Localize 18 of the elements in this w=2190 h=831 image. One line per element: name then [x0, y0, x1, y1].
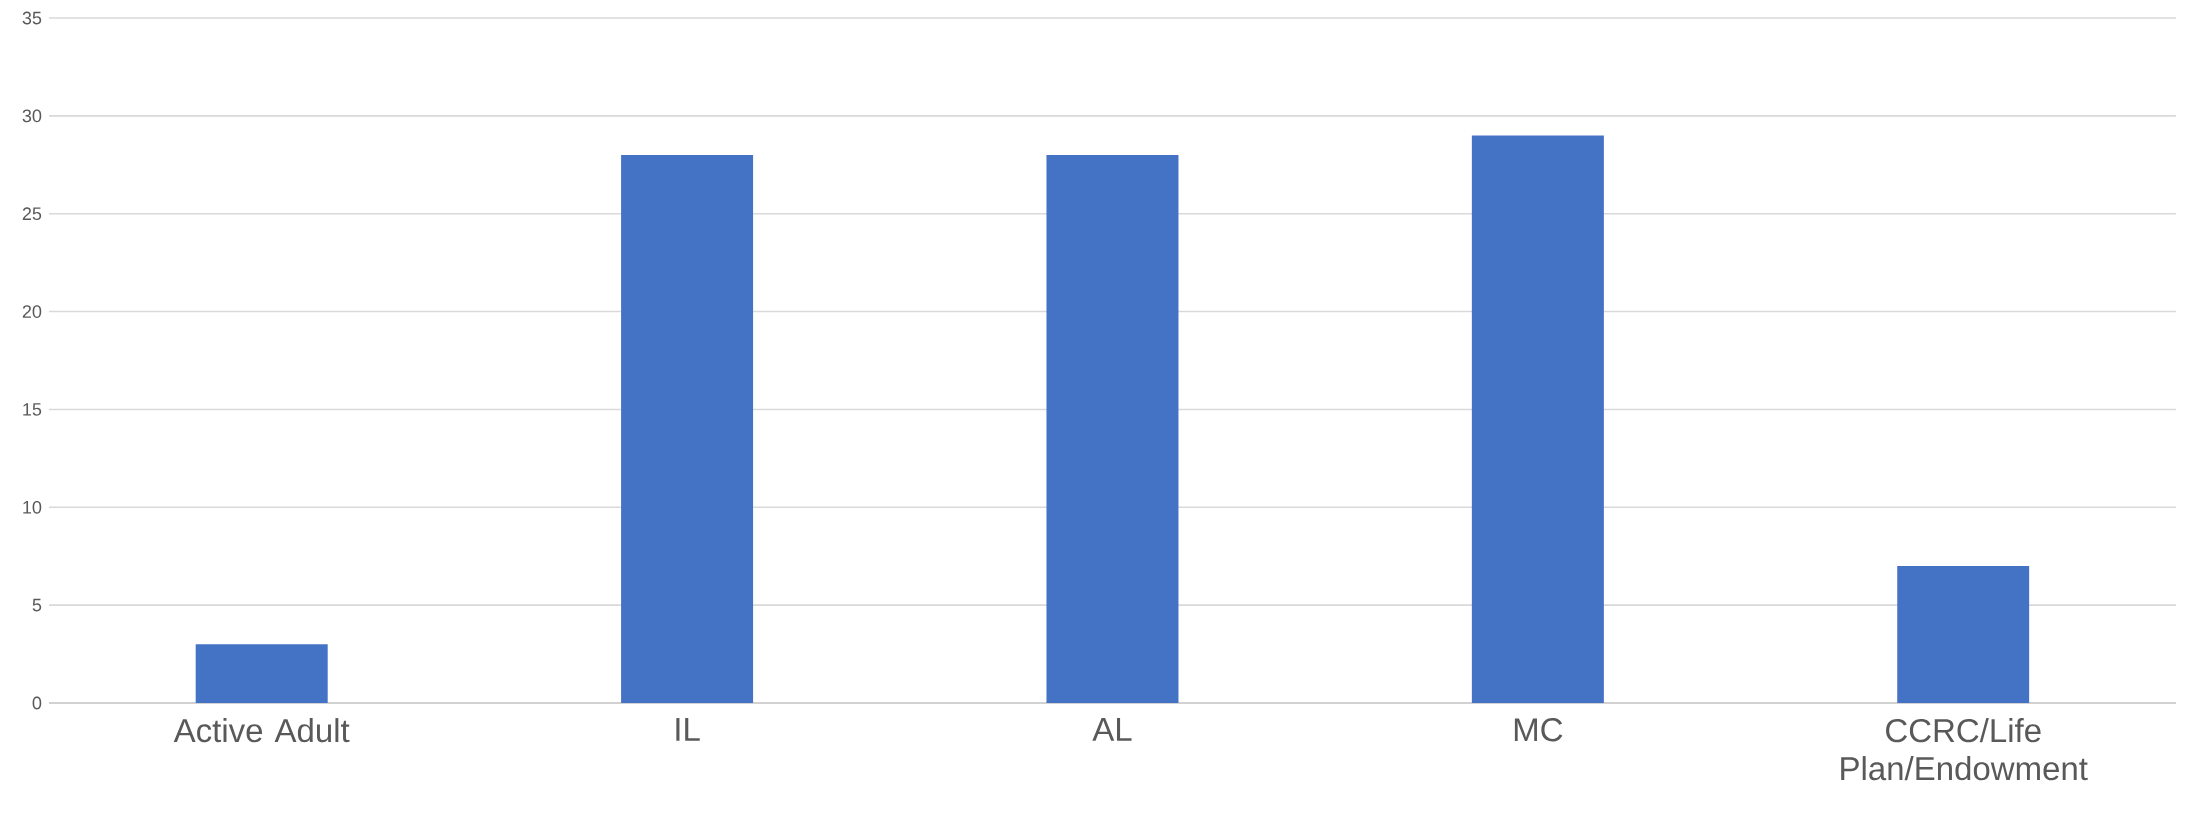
x-tick-label: MC — [1514, 718, 1563, 742]
bar — [1471, 135, 1604, 703]
y-tick-label: 5 — [32, 598, 42, 612]
x-tick-label: IL — [676, 718, 700, 741]
x-tick-label: AL — [1092, 718, 1132, 741]
y-tick-label: 15 — [23, 403, 42, 416]
y-tick-label: 25 — [22, 207, 42, 221]
y-tick-label: 0 — [32, 696, 42, 710]
x-tick-label: CCRC/Life Plan/Endowment — [1841, 718, 2088, 781]
y-tick-label: 10 — [23, 500, 42, 514]
y-tick-label: 20 — [22, 305, 42, 318]
bar — [195, 644, 328, 703]
bar — [1046, 155, 1179, 703]
y-tick-label: 30 — [22, 109, 42, 123]
bar — [621, 155, 754, 703]
y-tick-label: 35 — [22, 11, 42, 25]
x-tick-label: Active Adult — [173, 718, 350, 743]
bar — [1897, 566, 2030, 703]
